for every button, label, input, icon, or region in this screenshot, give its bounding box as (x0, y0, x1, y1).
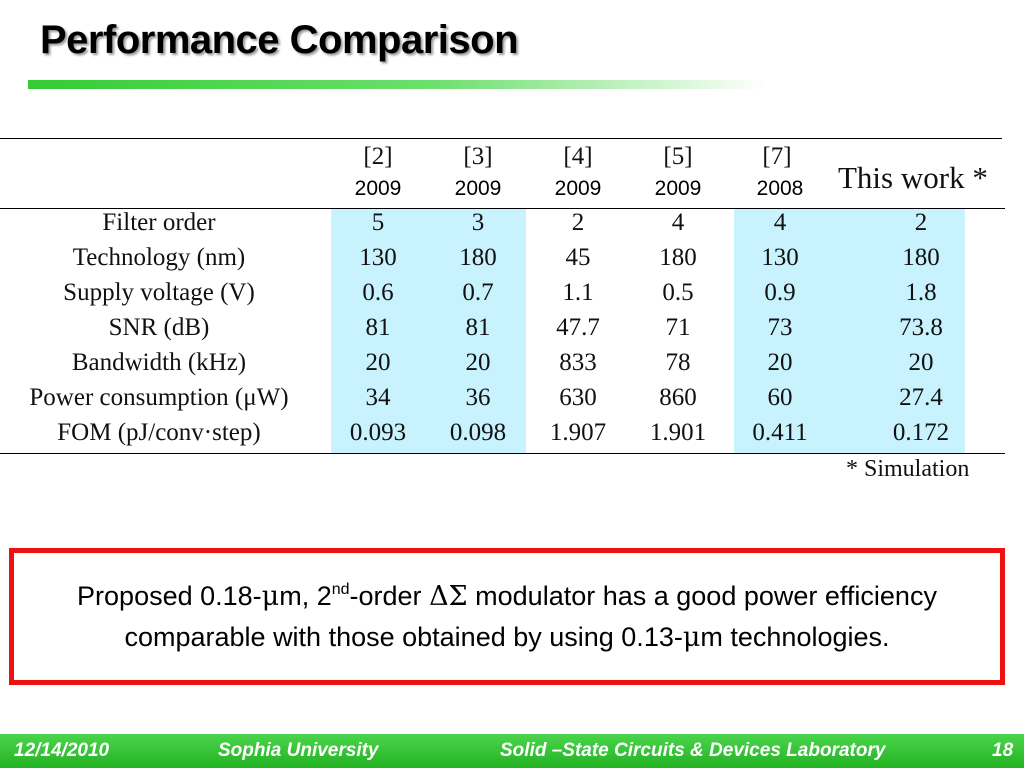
table-cell: 60 (767, 384, 793, 411)
column-ref: [4] (563, 143, 593, 170)
table-cell: 47.7 (556, 314, 600, 341)
table-cell: 180 (902, 244, 940, 271)
comparison-table: [2] [3] [4] [5] [7] 2009 2009 2009 2009 … (0, 138, 1005, 482)
slide-footer: 12/14/2010 Sophia University Solid –Stat… (0, 734, 1024, 768)
table-cell: 71 (665, 314, 691, 341)
this-work-header: This work * (838, 160, 988, 195)
footer-page-number: 18 (992, 740, 1014, 761)
table-rule-header (0, 208, 1005, 209)
table-cell: 630 (559, 384, 597, 411)
table-rule-top (0, 138, 1002, 139)
table-cell: 130 (761, 244, 799, 271)
table-cell: 4 (773, 209, 787, 236)
conclusion-text: Proposed 0.18-μm, 2nd-order ΔΣ modulator… (77, 580, 937, 653)
table-cell: 78 (665, 349, 691, 376)
table-cell: 73 (767, 314, 793, 341)
column-ref: [2] (363, 143, 393, 170)
table-cell: 0.6 (362, 279, 394, 306)
table-cell: 73.8 (899, 314, 943, 341)
slide-title: Performance Comparison (40, 18, 519, 62)
table-cell: 20 (465, 349, 491, 376)
row-label: Technology (nm) (72, 244, 246, 271)
table-cell: 27.4 (899, 384, 943, 411)
table-cell: 81 (365, 314, 391, 341)
table-cell: 130 (359, 244, 397, 271)
table-cell: 4 (671, 209, 685, 236)
column-ref: [7] (762, 143, 792, 170)
table-cell: 0.172 (892, 419, 950, 446)
table-cell: 5 (371, 209, 385, 236)
column-year: 2009 (454, 177, 502, 200)
table-footnote: * Simulation (846, 456, 970, 482)
title-underline (28, 80, 768, 89)
table-cell: 0.093 (349, 419, 407, 446)
table-cell: 180 (459, 244, 497, 271)
row-label: FOM (pJ/conv·step) (57, 419, 261, 446)
row-label: Filter order (102, 209, 216, 236)
table-cell: 860 (659, 384, 697, 411)
row-label: Supply voltage (V) (63, 279, 255, 306)
footer-date: 12/14/2010 (14, 740, 110, 761)
column-year: 2009 (354, 177, 402, 200)
column-ref: [3] (463, 143, 493, 170)
table-cell: 20 (767, 349, 793, 376)
row-label: Bandwidth (kHz) (71, 349, 247, 376)
table-cell: 20 (365, 349, 391, 376)
table-cell: 180 (659, 244, 697, 271)
row-label: Power consumption (μW) (29, 384, 289, 411)
table-cell: 36 (465, 384, 491, 411)
table-cell: 45 (565, 244, 591, 271)
table-cell: 1.907 (549, 419, 607, 446)
table-cell: 0.9 (764, 279, 796, 306)
table-cell: 0.7 (462, 279, 494, 306)
table-cell: 0.098 (449, 419, 507, 446)
table-cell: 0.5 (662, 279, 694, 306)
column-ref: [5] (663, 143, 693, 170)
table-cell: 833 (559, 349, 597, 376)
table-cell: 81 (465, 314, 491, 341)
table-rule-bottom (0, 453, 1005, 454)
table-cell: 2 (914, 209, 928, 236)
column-year: 2009 (654, 177, 702, 200)
table-cell: 0.411 (752, 419, 808, 446)
table-cell: 1.901 (649, 419, 707, 446)
highlight-band-this-work (734, 208, 965, 453)
table-cell: 1.8 (905, 279, 937, 306)
column-year: 2008 (756, 177, 804, 200)
highlight-band-refs (331, 208, 526, 453)
table-cell: 20 (908, 349, 934, 376)
table-cell: 1.1 (562, 279, 594, 306)
footer-lab: Solid –State Circuits & Devices Laborato… (500, 740, 886, 761)
table-cell: 2 (571, 209, 585, 236)
row-label: SNR (dB) (108, 314, 210, 341)
conclusion-callout: Proposed 0.18-μm, 2nd-order ΔΣ modulator… (9, 548, 1005, 685)
footer-university: Sophia University (218, 740, 379, 761)
table-cell: 34 (365, 384, 391, 411)
table-cell: 3 (471, 209, 485, 236)
column-year: 2009 (554, 177, 602, 200)
